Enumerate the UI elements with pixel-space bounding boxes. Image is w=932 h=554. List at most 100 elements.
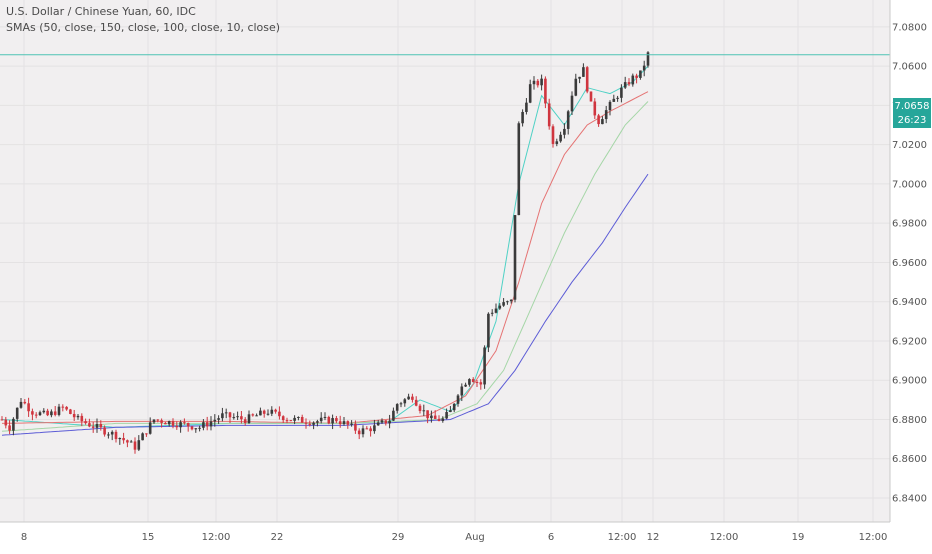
candle-body [243,419,247,423]
candle-body [50,411,53,416]
candle-body [91,426,95,428]
candle-body [487,313,490,348]
candle-body [589,91,593,102]
candle-body [380,420,384,423]
candle-body [190,426,194,430]
candle-body [57,406,61,415]
x-tick-label: Aug [465,532,485,543]
candle-body [566,111,570,129]
candle-body [38,412,42,416]
candle-body [585,67,589,92]
x-tick-label: 22 [271,532,284,543]
time-axis[interactable]: 8 15 12:00 22 29 Aug 6 12:00 12 12:00 19 12:00 [21,532,888,543]
candle-body [620,87,623,98]
candle-body [612,98,616,102]
y-tick-label: 6.8600 [892,454,927,465]
candle-body [399,403,403,405]
candle-body [319,417,323,422]
candle-body [540,78,543,86]
candle-body [430,415,433,419]
candle-body [494,308,498,313]
candle-body [114,431,118,440]
candle-body [72,413,76,418]
candle-body [403,399,407,404]
last-price-label: 7.0658 [895,101,930,112]
candle-body [278,411,281,417]
candle-body [304,422,308,424]
candle-body [42,410,46,413]
candle-body [221,413,224,419]
y-tick-label: 6.8800 [892,415,927,426]
candle-body [475,381,479,383]
candle-body [285,420,289,422]
candle-body [464,384,467,387]
countdown-label: 26:23 [898,115,927,126]
candle-body [422,410,426,412]
x-tick-label: 12:00 [608,532,637,543]
y-tick-label: 7.0000 [892,179,927,190]
candle-body [69,409,72,414]
candle-body [490,312,494,314]
y-tick-label: 6.9000 [892,376,927,387]
price-axis[interactable]: 6.8400 6.8600 6.8800 6.9000 6.9200 6.9400 6.96… [892,0,927,505]
candle-body [293,417,296,421]
indicator-title: SMAs (50, close, 150, close, 100, close,… [6,21,281,34]
candle-body [156,419,160,421]
candle-body [578,76,581,79]
candle-body [224,412,228,414]
x-tick-label: 8 [21,532,27,543]
x-tick-label: 15 [142,532,155,543]
candle-body [175,425,179,428]
x-tick-label: 12:00 [859,532,888,543]
candle-body [251,414,255,416]
candle-body [407,396,410,400]
candle-body [266,413,270,415]
candle-body [122,438,125,441]
candle-body [616,97,619,99]
candle-body [426,410,429,419]
candle-body [627,82,631,85]
candle-body [308,423,312,425]
y-tick-label: 7.0600 [892,62,927,73]
y-tick-label: 7.0800 [892,22,927,33]
candle-body [4,419,8,426]
candle-body [551,126,555,144]
candle-body [281,416,285,421]
candle-body [357,430,361,435]
candle-body [350,423,353,425]
candle-body [247,414,251,423]
candle-body [597,115,600,125]
candle-body [555,141,559,144]
candle-body [331,418,334,424]
candle-body [259,410,262,416]
plot-background [0,0,890,522]
x-tick-label: 19 [792,532,805,543]
candle-body [202,422,205,428]
y-tick-label: 6.8400 [892,494,927,505]
candle-body [384,420,388,424]
candle-body [186,423,190,427]
grid-lines [0,0,890,522]
candle-body [289,420,293,422]
candle-body [213,419,217,422]
candle-body [164,422,167,425]
candle-body [198,427,201,429]
candle-body [388,420,391,424]
candle-body [449,410,452,413]
candle-body [468,379,471,385]
candle-body [270,409,274,414]
candle-body [217,418,220,420]
candle-body [194,428,198,430]
candle-body [61,406,65,408]
candle-body [179,422,182,428]
candle-body [536,80,540,86]
candle-body [506,301,509,303]
candle-body [53,411,57,415]
chart-legend: U.S. Dollar / Chinese Yuan, 60, IDC SMAs… [6,4,280,36]
candle-body [392,410,395,421]
candle-body [395,404,399,411]
candle-body [604,110,608,120]
candle-body [582,67,585,77]
